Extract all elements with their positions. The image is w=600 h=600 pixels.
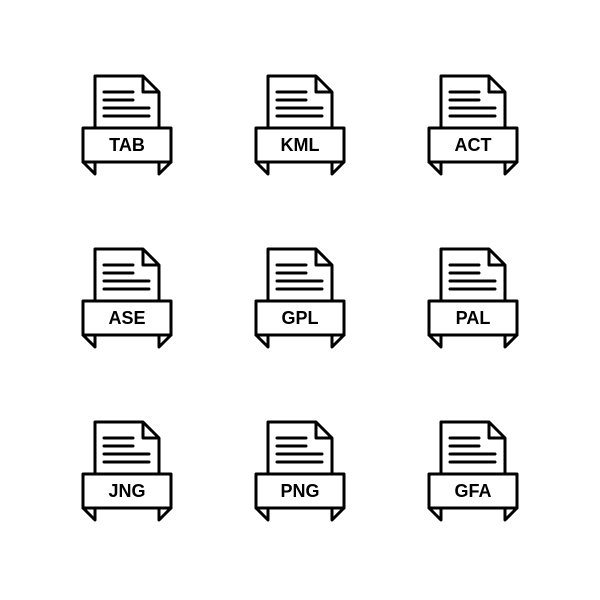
file-label: GFA [455, 481, 492, 501]
file-document-icon: JNG [77, 418, 177, 528]
file-document-icon: KML [250, 72, 350, 182]
file-label: ACT [455, 135, 492, 155]
file-document-icon: PNG [250, 418, 350, 528]
file-label: ASE [108, 308, 145, 328]
file-label: PAL [456, 308, 491, 328]
file-label: KML [280, 135, 319, 155]
file-icon-png: PNG [233, 407, 366, 540]
file-icon-jng: JNG [60, 407, 193, 540]
file-document-icon: TAB [77, 72, 177, 182]
file-document-icon: GFA [423, 418, 523, 528]
file-document-icon: GPL [250, 245, 350, 355]
file-document-icon: PAL [423, 245, 523, 355]
file-icon-ase: ASE [60, 233, 193, 366]
file-label: PNG [280, 481, 319, 501]
file-icon-tab: TAB [60, 60, 193, 193]
file-document-icon: ACT [423, 72, 523, 182]
file-document-icon: ASE [77, 245, 177, 355]
file-icon-kml: KML [233, 60, 366, 193]
file-icon-pal: PAL [407, 233, 540, 366]
file-label: TAB [109, 135, 145, 155]
file-icon-gfa: GFA [407, 407, 540, 540]
file-icon-act: ACT [407, 60, 540, 193]
file-icon-gpl: GPL [233, 233, 366, 366]
file-label: GPL [281, 308, 318, 328]
file-label: JNG [108, 481, 145, 501]
